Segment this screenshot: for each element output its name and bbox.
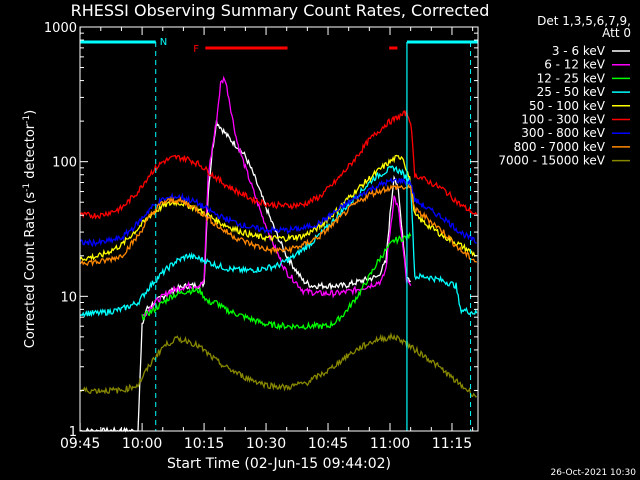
legend-label-0: 3 - 6 keV	[552, 44, 606, 58]
y-axis-label-end: )	[23, 110, 38, 115]
y-axis-label-sup1: -1	[22, 183, 32, 192]
legend-label-3: 25 - 50 keV	[537, 85, 606, 99]
x-tick-label-5: 11:00	[370, 436, 410, 452]
legend-label-2: 12 - 25 keV	[537, 71, 606, 85]
overlay-marks: NF	[80, 37, 478, 431]
legend-label-8: 7000 - 15000 keV	[498, 154, 605, 168]
y-axis-label-sup2: -1	[22, 115, 32, 124]
y-axis-ticks: 1 10 100 1000	[44, 21, 478, 440]
x-axis-ticks: 09:45 10:00 10:15 10:30 10:45 11:00 11:15	[60, 27, 474, 452]
y-axis-label: Corrected Count Rate (s-1 detector-1)	[22, 110, 38, 348]
series-line-7	[79, 183, 477, 267]
legend-label-5: 100 - 300 keV	[521, 113, 605, 127]
x-tick-label-3: 10:30	[246, 436, 286, 452]
series-line-6	[79, 177, 477, 248]
series-line-5	[79, 110, 478, 220]
x-tick-label-4: 10:45	[308, 436, 348, 452]
y-axis-label-mid: detector	[23, 123, 38, 183]
chart-title: RHESSI Observing Summary Count Rates, Co…	[71, 1, 490, 20]
y-tick-label-1: 10	[60, 290, 77, 305]
y-tick-label-2: 100	[52, 156, 77, 171]
legend-label-1: 6 - 12 keV	[544, 58, 606, 72]
x-tick-label-1: 10:00	[122, 436, 162, 452]
legend-header-1: Det 1,3,5,6,7,9,	[537, 14, 631, 28]
y-axis-label-main: Corrected Count Rate (s	[23, 192, 38, 349]
footer-date: 26-Oct-2021 10:30	[551, 468, 637, 478]
night-label: N	[160, 37, 167, 48]
x-tick-label-2: 10:15	[184, 436, 224, 452]
x-axis-label: Start Time (02-Jun-15 09:44:02)	[167, 456, 391, 472]
plot-frame	[79, 26, 479, 432]
y-tick-label-3: 1000	[44, 21, 77, 36]
series-line-2	[141, 231, 412, 331]
x-tick-label-6: 11:15	[432, 436, 472, 452]
y-tick-label-0: 1	[69, 425, 77, 440]
flare-label: F	[193, 44, 199, 55]
legend-header-2: Att 0	[602, 26, 631, 40]
legend-label-6: 300 - 800 keV	[521, 126, 605, 140]
legend-label-4: 50 - 100 keV	[529, 99, 606, 113]
x-tick-label-0: 09:45	[60, 436, 100, 452]
legend-label-7: 800 - 7000 keV	[514, 140, 606, 154]
series-line-8	[79, 331, 477, 398]
